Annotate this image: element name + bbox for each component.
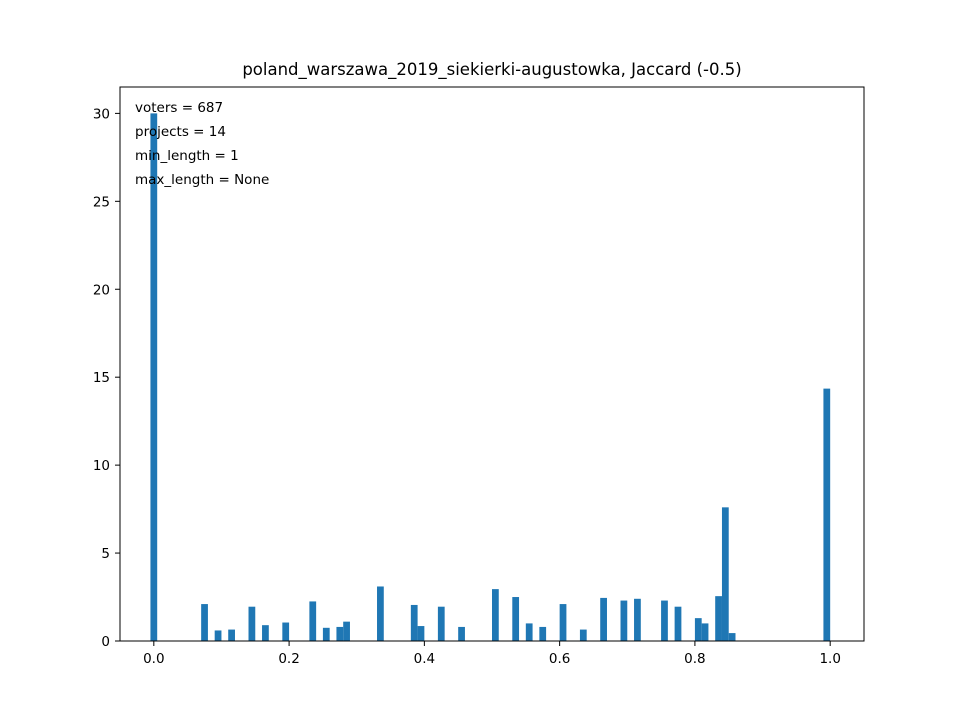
- histogram-bar: [634, 598, 641, 641]
- y-tick-label: 0: [101, 634, 110, 650]
- annotation-line: projects = 14: [135, 124, 226, 140]
- histogram-bar: [823, 388, 831, 641]
- histogram-bar: [150, 113, 158, 641]
- histogram-bar: [620, 600, 628, 641]
- y-tick-label: 25: [93, 194, 110, 210]
- histogram-bar: [377, 586, 384, 641]
- x-tick-label: 0.8: [684, 651, 705, 667]
- histogram-bar: [694, 618, 702, 641]
- annotation-line: voters = 687: [135, 100, 223, 116]
- x-tick-label: 0.6: [549, 651, 570, 667]
- y-tick-label: 10: [93, 458, 110, 474]
- histogram-bar: [282, 622, 290, 641]
- histogram-bar: [201, 604, 208, 641]
- x-tick-label: 0.0: [143, 651, 164, 667]
- histogram-bar: [539, 626, 547, 641]
- histogram-bar: [525, 623, 533, 641]
- histogram-bar: [343, 621, 350, 641]
- chart-title: poland_warszawa_2019_siekierki-augustowk…: [242, 60, 741, 80]
- histogram-bar: [262, 625, 269, 641]
- y-tick-label: 30: [93, 106, 110, 122]
- annotation-line: min_length = 1: [135, 148, 239, 164]
- histogram-bar: [600, 597, 607, 641]
- plot-frame: [119, 86, 865, 642]
- histogram-bar: [715, 596, 722, 641]
- annotations-group: voters = 687 projects = 14 min_length = 1 m…: [135, 100, 269, 188]
- x-tick-label: 0.2: [278, 651, 299, 667]
- histogram-bar: [458, 626, 465, 641]
- histogram-bar: [721, 507, 729, 641]
- axes-group: 0.0 0.2 0.4 0.6 0.8 1.0 0 5 10 15 20 25 30: [93, 86, 865, 667]
- histogram-bar: [661, 600, 668, 641]
- y-tick-label: 15: [93, 370, 110, 386]
- histogram-bar: [728, 633, 736, 641]
- histogram-bar: [674, 606, 682, 641]
- histogram-bar: [512, 597, 520, 641]
- histogram-bar: [417, 626, 425, 641]
- histogram-bar: [214, 630, 222, 641]
- y-tick-label: 5: [101, 546, 110, 562]
- histogram-bar: [579, 629, 587, 641]
- x-tick-label: 1.0: [819, 651, 840, 667]
- histogram-bar: [322, 627, 330, 641]
- histogram-bar: [410, 604, 418, 641]
- histogram-bar: [559, 604, 567, 641]
- histogram-bar: [492, 589, 499, 641]
- x-tick-label: 0.4: [414, 651, 435, 667]
- histogram-bar: [437, 606, 445, 641]
- bars-group: [150, 113, 831, 641]
- histogram-bar: [336, 626, 344, 641]
- histogram-bar: [701, 623, 709, 641]
- annotation-line: max_length = None: [135, 172, 269, 188]
- histogram-bar: [309, 601, 317, 641]
- histogram-bar: [228, 629, 235, 641]
- histogram-bar: [248, 606, 256, 641]
- y-tick-label: 20: [93, 282, 110, 298]
